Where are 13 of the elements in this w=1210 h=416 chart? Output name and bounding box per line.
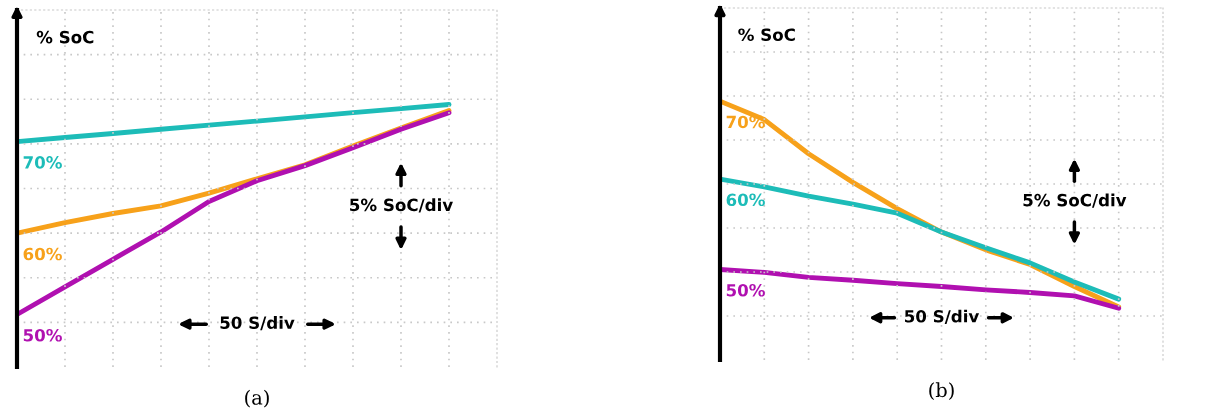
text: 50 S/div — [220, 316, 295, 331]
series-label: 60% — [23, 247, 62, 261]
series-label: 50% — [726, 283, 765, 297]
annotation: 5% SoC/div — [1023, 193, 1127, 208]
series-label: 70% — [23, 156, 62, 169]
text: (b) — [929, 382, 954, 401]
series-label: 50% — [23, 328, 62, 342]
text: 50 S/div — [904, 309, 980, 324]
text: (a) — [245, 389, 269, 408]
annotation: 5% SoC/div — [350, 198, 453, 213]
y-axis-title: % SoC — [36, 30, 94, 44]
series-label: 60% — [726, 193, 765, 207]
y-axis-title: % SoC — [738, 28, 795, 41]
